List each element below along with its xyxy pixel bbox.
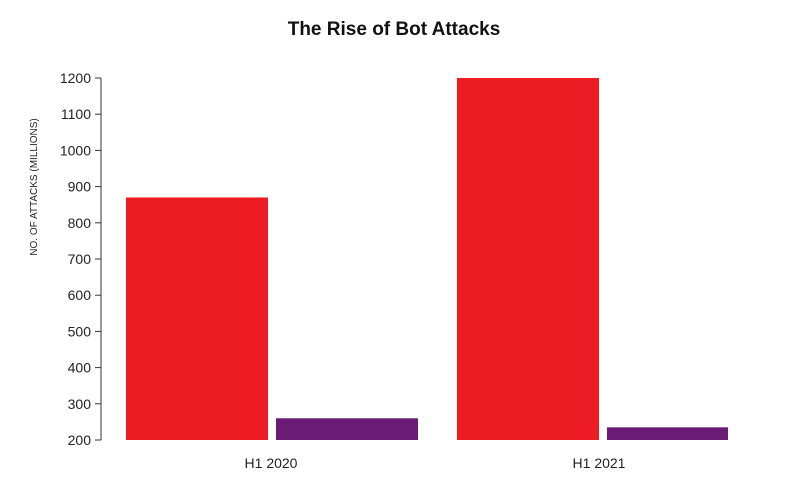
y-tick-label: 900 bbox=[68, 179, 92, 195]
y-tick-label: 1200 bbox=[60, 70, 91, 86]
bars bbox=[126, 78, 728, 440]
y-tick-label: 600 bbox=[68, 287, 92, 303]
x-category-label: H1 2021 bbox=[573, 455, 626, 471]
y-tick-label: 1000 bbox=[60, 142, 91, 158]
y-tick-label: 1100 bbox=[61, 106, 91, 122]
y-tick-label: 400 bbox=[68, 360, 92, 376]
bar-secondary-1 bbox=[607, 427, 728, 440]
bar-secondary-0 bbox=[276, 418, 418, 440]
y-axis-label: NO. OF ATTACKS (MILLIONS) bbox=[29, 118, 40, 255]
y-tick-label: 300 bbox=[68, 396, 92, 412]
y-tick-label: 700 bbox=[68, 251, 92, 267]
y-tick-label: 200 bbox=[68, 432, 92, 448]
chart-title: The Rise of Bot Attacks bbox=[288, 19, 501, 40]
bar-primary-1 bbox=[457, 78, 599, 440]
bar-primary-0 bbox=[126, 197, 268, 440]
y-tick-label: 800 bbox=[68, 215, 92, 231]
x-category-label: H1 2020 bbox=[245, 455, 298, 471]
x-axis-categories: H1 2020 H1 2021 bbox=[245, 455, 626, 471]
y-axis-ticks: 200 300 400 500 600 700 800 900 1000 1100 1200 bbox=[60, 70, 101, 448]
y-tick-label: 500 bbox=[68, 323, 92, 339]
